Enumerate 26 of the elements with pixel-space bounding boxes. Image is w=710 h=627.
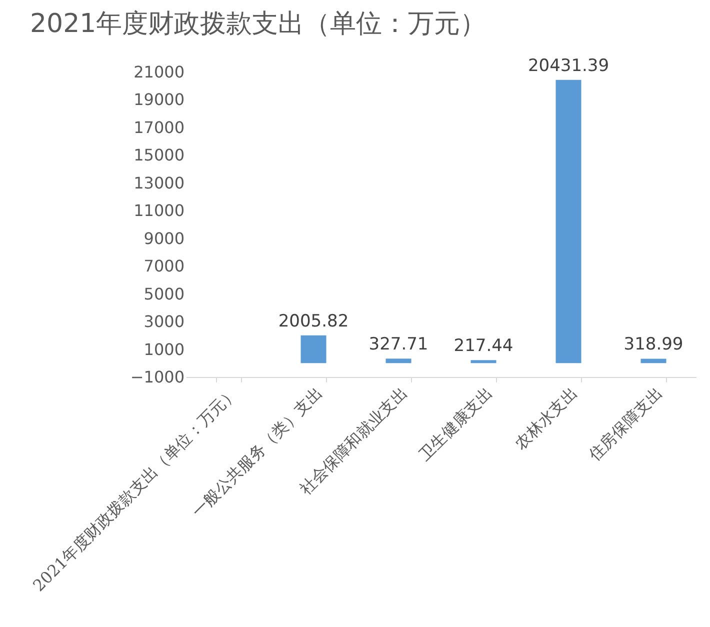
bar — [640, 358, 666, 364]
y-tick-label: 19000 — [134, 90, 184, 110]
y-tick-label: 11000 — [134, 201, 184, 220]
y-tick-label: 15000 — [134, 146, 184, 165]
x-tick-label: 农林水支出 — [511, 383, 582, 454]
y-tick-label: −1000 — [130, 368, 184, 386]
data-label: 327.71 — [368, 334, 428, 355]
y-tick-label: 13000 — [134, 173, 184, 192]
data-label: 20431.39 — [528, 56, 610, 76]
bar — [556, 80, 582, 364]
y-tick-label: 5000 — [144, 284, 184, 304]
data-label: 217.44 — [454, 336, 514, 356]
y-tick-label: 21000 — [134, 62, 184, 82]
y-tick-label: 3000 — [144, 312, 184, 332]
x-tick-label: 住房保障支出 — [584, 383, 666, 466]
y-tick-label: 9000 — [144, 228, 184, 248]
bar — [300, 335, 326, 364]
chart-title: 2021年度财政拨款支出（单位：万元） — [30, 8, 486, 39]
data-label: 318.99 — [624, 334, 684, 355]
bar — [386, 358, 412, 364]
y-tick-label: 17000 — [134, 118, 184, 137]
y-tick-label: 1000 — [144, 340, 184, 359]
bar — [470, 360, 496, 364]
y-tick-label: 7000 — [144, 256, 184, 276]
x-tick-label: 卫生健康支出 — [414, 383, 496, 464]
data-label: 2005.82 — [278, 311, 349, 332]
